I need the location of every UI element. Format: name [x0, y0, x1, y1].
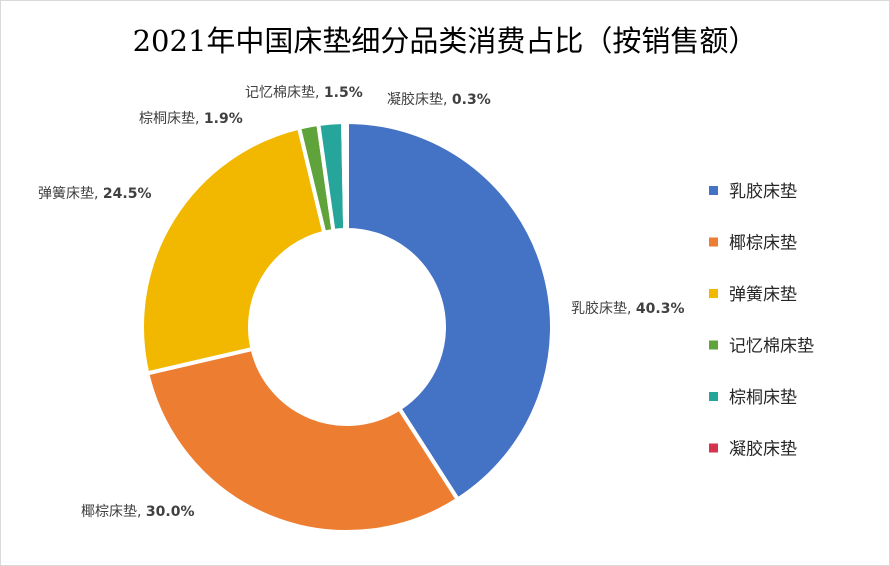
data-label-4: 棕桐床垫, 1.9%	[139, 111, 243, 127]
legend-swatch	[709, 237, 718, 247]
legend-label: 乳胶床垫	[729, 182, 797, 202]
legend-label: 凝胶床垫	[729, 440, 797, 460]
legend-item-4: 棕桐床垫	[709, 388, 797, 408]
legend-swatch	[709, 186, 718, 195]
donut-slice-1	[144, 346, 461, 534]
legend-label: 记忆棉床垫	[729, 337, 814, 357]
legend-label: 弹簧床垫	[729, 285, 797, 305]
chart-title: 2021年中国床垫细分品类消费占比（按销售额）	[132, 24, 758, 58]
legend-swatch	[709, 443, 718, 453]
donut-slice-0	[345, 119, 554, 503]
legend-item-1: 椰棕床垫	[709, 234, 797, 254]
data-label-0: 乳胶床垫, 40.3%	[571, 300, 684, 317]
legend-item-2: 弹簧床垫	[709, 285, 797, 305]
donut-slice-2	[140, 125, 327, 376]
legend-swatch	[709, 392, 718, 401]
legend-swatch	[709, 340, 718, 350]
legend-swatch	[709, 289, 718, 298]
data-label-3: 记忆棉床垫, 1.5%	[245, 84, 363, 101]
legend-item-0: 乳胶床垫	[709, 182, 797, 202]
data-label-5: 凝胶床垫, 0.3%	[387, 91, 491, 108]
legend-item-3: 记忆棉床垫	[709, 337, 814, 357]
donut-slice-5	[341, 119, 349, 233]
legend-label: 椰棕床垫	[729, 234, 797, 254]
data-label-1: 椰棕床垫, 30.0%	[81, 504, 194, 520]
data-label-2: 弹簧床垫, 24.5%	[38, 186, 151, 202]
legend-item-5: 凝胶床垫	[709, 440, 797, 460]
legend-label: 棕桐床垫	[729, 388, 797, 408]
